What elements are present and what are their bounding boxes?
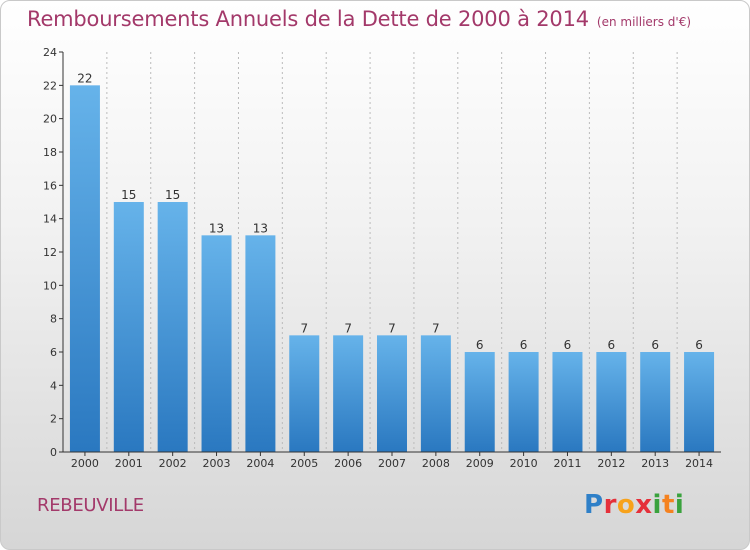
chart-title: Remboursements Annuels de la Dette de 20… <box>27 7 589 31</box>
x-tick-label: 2005 <box>290 457 318 470</box>
data-label-2002: 15 <box>165 188 180 202</box>
data-label-2013: 6 <box>651 338 659 352</box>
x-tick-label: 2011 <box>553 457 581 470</box>
y-tick-label: 14 <box>43 213 57 226</box>
bar-2008 <box>420 335 451 452</box>
y-tick-label: 16 <box>43 179 57 192</box>
bar-2007 <box>377 335 407 452</box>
data-label-2012: 6 <box>608 338 616 352</box>
bar-2001 <box>113 202 144 452</box>
gridlines <box>106 52 678 452</box>
bar-2002 <box>157 202 188 452</box>
data-label-2014: 6 <box>695 338 703 352</box>
bar-2005 <box>289 335 320 452</box>
data-label-2001: 15 <box>121 188 136 202</box>
x-tick-label: 2012 <box>597 457 625 470</box>
y-tick-label: 24 <box>43 46 57 59</box>
chart-subtitle: (en milliers d'€) <box>596 15 692 29</box>
data-label-2006: 7 <box>344 321 352 335</box>
bar-2014 <box>684 352 715 452</box>
x-tick-label: 2014 <box>685 457 713 470</box>
data-label-2009: 6 <box>476 338 484 352</box>
y-tick-label: 4 <box>50 379 57 392</box>
data-label-2005: 7 <box>300 321 308 335</box>
bar-2009 <box>464 352 495 452</box>
y-tick-label: 22 <box>43 79 57 92</box>
y-tick-label: 18 <box>43 146 57 159</box>
y-tick-label: 0 <box>50 446 57 459</box>
x-tick-label: 2010 <box>510 457 538 470</box>
title-block: Remboursements Annuels de la Dette de 20… <box>27 7 691 31</box>
bar-2013 <box>640 352 671 452</box>
proxiti-logo[interactable]: Proxiti <box>584 490 685 520</box>
data-label-2011: 6 <box>564 338 572 352</box>
y-tick-label: 8 <box>50 313 57 326</box>
data-label-2007: 7 <box>388 321 396 335</box>
bars <box>69 85 715 452</box>
x-tick-label: 2000 <box>71 457 99 470</box>
data-label-2004: 13 <box>253 221 268 235</box>
x-tick-label: 2003 <box>203 457 231 470</box>
data-label-2003: 13 <box>209 221 224 235</box>
bar-2006 <box>333 335 364 452</box>
y-tick-label: 20 <box>43 113 57 126</box>
bar-2000 <box>69 85 100 452</box>
x-tick-label: 2004 <box>246 457 274 470</box>
location-label: REBEUVILLE <box>37 495 144 516</box>
data-labels: 22 15 15 13 13 7 7 7 7 6 6 6 6 6 6 <box>77 71 703 352</box>
x-tick-label: 2009 <box>466 457 494 470</box>
data-label-2010: 6 <box>520 338 528 352</box>
y-tick-label: 12 <box>43 246 57 259</box>
x-tick-label: 2007 <box>378 457 406 470</box>
x-tick-label: 2013 <box>641 457 669 470</box>
x-tick-label: 2002 <box>159 457 187 470</box>
data-label-2000: 22 <box>77 71 92 85</box>
x-tick-label: 2001 <box>115 457 143 470</box>
y-tick-label: 6 <box>50 346 57 359</box>
bar-2003 <box>201 235 232 452</box>
bar-2010 <box>508 352 539 452</box>
bar-2012 <box>596 352 627 452</box>
data-label-2008: 7 <box>432 321 440 335</box>
bar-2004 <box>245 235 276 452</box>
y-tick-label: 10 <box>43 279 57 292</box>
y-tick-label: 2 <box>50 413 57 426</box>
x-tick-label: 2008 <box>422 457 450 470</box>
x-tick-label: 2006 <box>334 457 362 470</box>
bar-2011 <box>552 352 583 452</box>
